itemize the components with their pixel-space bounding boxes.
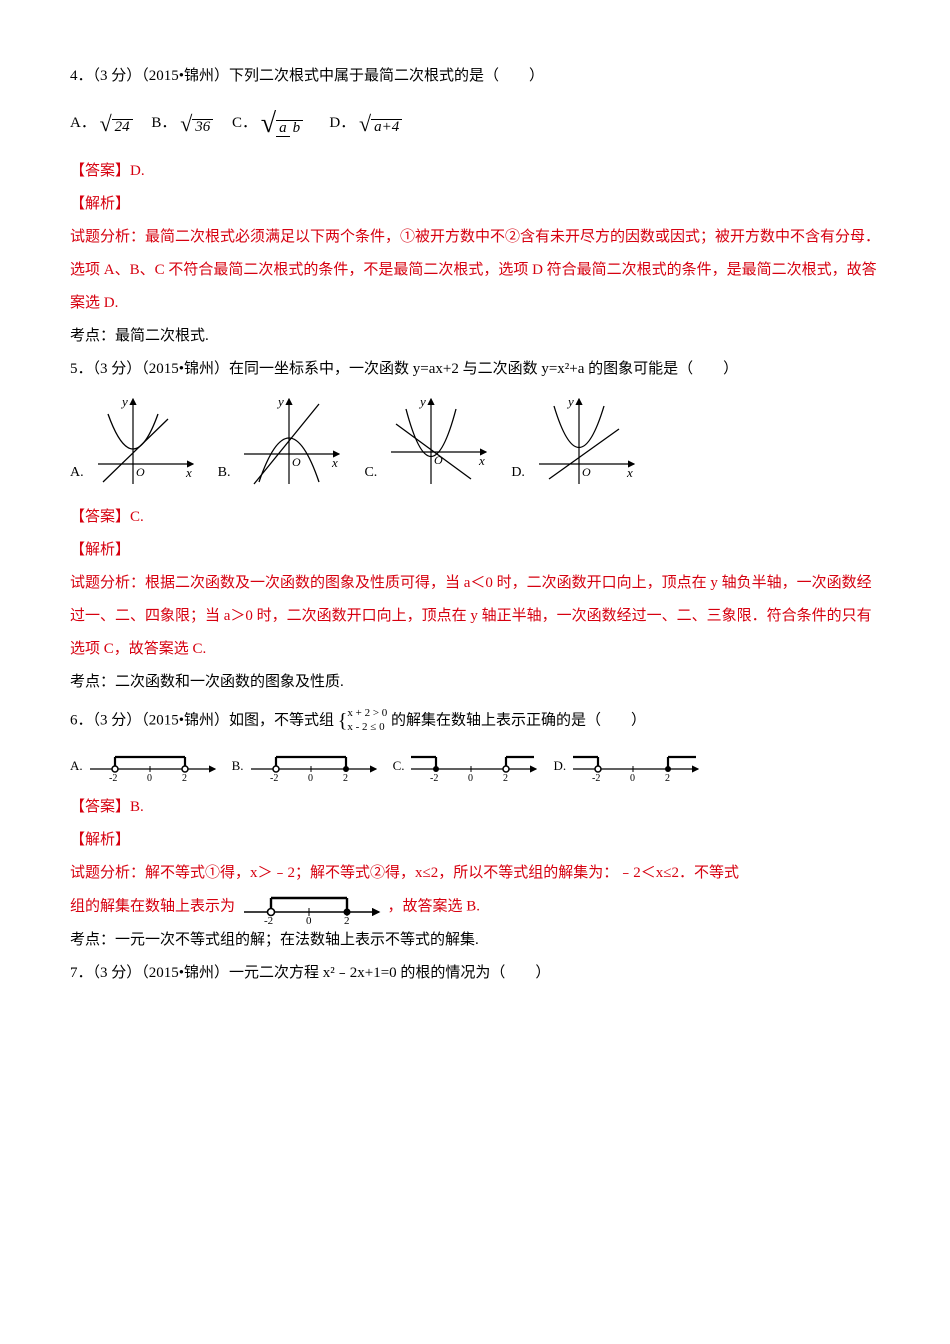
numberline-icon: -2 0 2 [239, 890, 384, 924]
numberline-icon: -2 0 2 [406, 749, 541, 781]
q5-topic: 考点：二次函数和一次函数的图象及性质. [70, 666, 880, 699]
svg-text:-2: -2 [270, 773, 278, 781]
svg-text:y: y [418, 394, 426, 409]
q5-stem: 5．（3 分）（2015•锦州）在同一坐标系中，一次函数 y=ax+2 与二次函… [70, 353, 880, 386]
q6-ineq-group: x + 2 > 0x - 2 ≤ 0 [347, 707, 387, 733]
q4-opt-b-label: B． [151, 115, 176, 131]
svg-text:y: y [120, 394, 128, 409]
q4-options: A． √24 B． √36 C． √ab D． √a+4 [70, 93, 880, 155]
parabola-line-graph-icon: x y O [234, 394, 344, 489]
q5-label-d: D. [511, 458, 525, 489]
q6-stem: 6．（3 分）（2015•锦州）如图，不等式组 {x + 2 > 0x - 2 … [70, 699, 880, 743]
svg-text:2: 2 [503, 773, 508, 781]
q6-stem-a: 6．（3 分）（2015•锦州）如图，不等式组 [70, 712, 334, 728]
q6-answer: 【答案】B. [70, 791, 880, 824]
q7-stem: 7．（3 分）（2015•锦州）一元二次方程 x²﹣2x+1=0 的根的情况为（… [70, 957, 880, 990]
parabola-line-graph-icon: x y O [381, 394, 491, 489]
svg-text:2: 2 [343, 773, 348, 781]
q5-label-a: A. [70, 458, 84, 489]
svg-text:-2: -2 [264, 915, 273, 924]
sqrt-icon: √ab [261, 93, 303, 155]
svg-text:0: 0 [630, 773, 635, 781]
svg-text:O: O [582, 465, 591, 479]
q4-topic: 考点：最简二次根式. [70, 320, 880, 353]
q5-answer: 【答案】C. [70, 501, 880, 534]
svg-text:-2: -2 [109, 773, 117, 781]
svg-text:O: O [292, 455, 301, 469]
q5-chart-d: D. x y O [511, 394, 639, 489]
q6-nl-b: B. -2 0 2 [232, 749, 381, 781]
parabola-line-graph-icon: x y O [529, 394, 639, 489]
brace-icon: { [338, 699, 348, 743]
svg-text:x: x [478, 453, 485, 468]
svg-text:0: 0 [147, 773, 152, 781]
q4-analysis-text: 试题分析：最简二次根式必须满足以下两个条件，①被开方数中不②含有未开尽方的因数或… [70, 221, 880, 320]
q4-opt-a-label: A． [70, 115, 96, 131]
q6-numberlines: A. -2 0 2 B. -2 0 2 C. [70, 749, 880, 781]
svg-text:0: 0 [308, 773, 313, 781]
q6-nl-c: C. -2 0 2 [393, 749, 542, 781]
sqrt-icon: √a+4 [359, 100, 402, 148]
q5-analysis-label: 【解析】 [70, 534, 880, 567]
q4-answer: 【答案】D. [70, 155, 880, 188]
q6-nl-a: A. -2 0 2 [70, 749, 220, 781]
q6-label-b: B. [232, 752, 244, 781]
q6-analysis-label: 【解析】 [70, 824, 880, 857]
svg-text:-2: -2 [592, 773, 600, 781]
parabola-line-graph-icon: x y O [88, 394, 198, 489]
svg-text:x: x [185, 465, 192, 480]
q4-analysis-label: 【解析】 [70, 188, 880, 221]
q6-analysis-text-c: ，故答案选 B. [388, 898, 481, 914]
numberline-icon: -2 0 2 [85, 749, 220, 781]
sqrt-icon: √24 [100, 100, 133, 148]
svg-text:y: y [276, 394, 284, 409]
numberline-icon: -2 0 2 [246, 749, 381, 781]
q5-analysis-text: 试题分析：根据二次函数及一次函数的图象及性质可得，当 a＜0 时，二次函数开口向… [70, 567, 880, 666]
q6-label-a: A. [70, 752, 83, 781]
q5-label-c: C. [364, 458, 377, 489]
svg-text:2: 2 [182, 773, 187, 781]
svg-text:0: 0 [306, 915, 312, 924]
q6-stem-b: 的解集在数轴上表示正确的是（ ） [391, 712, 646, 728]
q6-label-d: D. [553, 752, 566, 781]
svg-text:0: 0 [468, 773, 473, 781]
sqrt-icon: √36 [180, 100, 213, 148]
q6-topic: 考点：一元一次不等式组的解；在法数轴上表示不等式的解集. [70, 924, 880, 957]
svg-text:x: x [331, 455, 338, 470]
q6-label-c: C. [393, 752, 405, 781]
q6-analysis-text-a: 试题分析：解不等式①得，x＞﹣2；解不等式②得，x≤2，所以不等式组的解集为：﹣… [70, 857, 880, 890]
q5-label-b: B. [218, 458, 231, 489]
svg-text:x: x [626, 465, 633, 480]
q4-stem: 4．（3 分）（2015•锦州）下列二次根式中属于最简二次根式的是（ ） [70, 60, 880, 93]
q5-chart-a: A. x y O [70, 394, 198, 489]
q5-chart-b: B. x y O [218, 394, 345, 489]
q4-opt-d-label: D． [329, 115, 355, 131]
q6-nl-d: D. -2 0 2 [553, 749, 703, 781]
svg-text:O: O [136, 465, 145, 479]
q5-chart-c: C. x y O [364, 394, 491, 489]
svg-text:2: 2 [344, 915, 350, 924]
svg-text:-2: -2 [430, 773, 438, 781]
numberline-icon: -2 0 2 [568, 749, 703, 781]
q6-analysis-text-bc: 组的解集在数轴上表示为 -2 0 2 ，故答案选 B. [70, 890, 880, 924]
svg-text:2: 2 [665, 773, 670, 781]
q6-analysis-text-b: 组的解集在数轴上表示为 [70, 898, 235, 914]
q5-charts: A. x y O B. x y O C. [70, 394, 880, 489]
svg-text:y: y [566, 394, 574, 409]
q4-opt-c-label: C． [232, 115, 257, 131]
